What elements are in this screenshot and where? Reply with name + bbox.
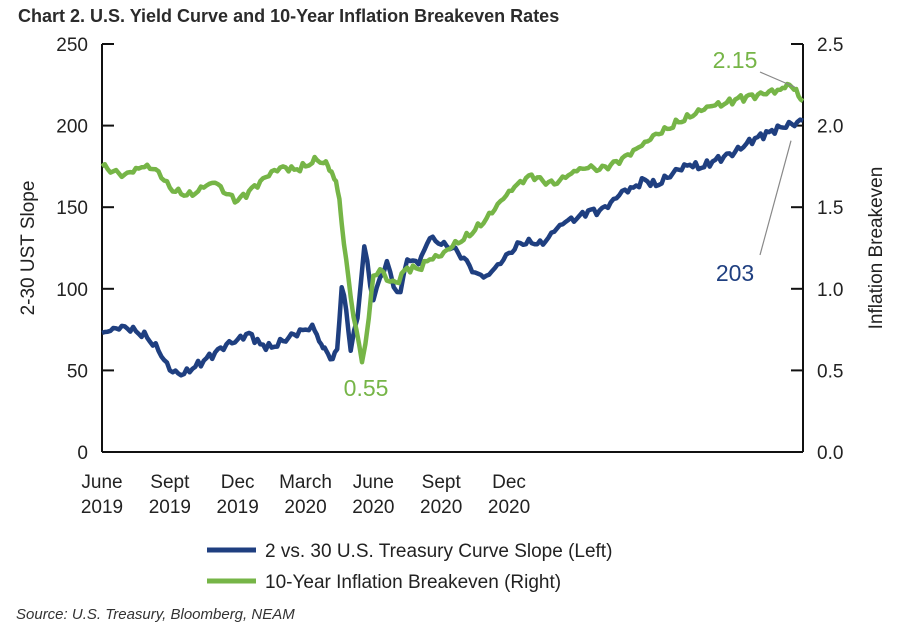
left-tick-label: 0 bbox=[77, 443, 88, 464]
x-tick-label-year: 2020 bbox=[352, 497, 394, 518]
right-tick-label: 2.5 bbox=[817, 35, 843, 56]
x-tick-label-year: 2019 bbox=[81, 497, 123, 518]
annotation-leader-203 bbox=[759, 140, 792, 256]
left-tick-label: 250 bbox=[56, 35, 88, 56]
right-tick-label: 0.0 bbox=[817, 443, 843, 464]
right-tick-label: 0.5 bbox=[817, 361, 843, 382]
right-tick-label: 2.0 bbox=[817, 117, 843, 138]
x-tick-label-month: Sept bbox=[150, 472, 190, 493]
lines-layer bbox=[100, 81, 805, 378]
x-tick-label-year: 2019 bbox=[217, 497, 259, 518]
annotation-2-15: 2.15 bbox=[713, 47, 758, 73]
chart-title: Chart 2. U.S. Yield Curve and 10-Year In… bbox=[18, 6, 560, 26]
x-tick-label-month: Dec bbox=[221, 472, 255, 493]
annotation-0-55: 0.55 bbox=[344, 375, 389, 401]
right-tick-label: 1.0 bbox=[817, 280, 843, 301]
annotation-leader-2-15 bbox=[759, 71, 796, 88]
x-tick-label-year: 2020 bbox=[488, 497, 530, 518]
left-tick-label: 100 bbox=[56, 280, 88, 301]
left-tick-label: 200 bbox=[56, 117, 88, 138]
source-note: Source: U.S. Treasury, Bloomberg, NEAM bbox=[16, 606, 295, 623]
left-tick-label: 150 bbox=[56, 198, 88, 219]
x-tick-label-month: Sept bbox=[422, 472, 462, 493]
x-tick-label-month: June bbox=[353, 472, 394, 493]
x-tick-label-year: 2020 bbox=[284, 497, 326, 518]
legend: 2 vs. 30 U.S. Treasury Curve Slope (Left… bbox=[207, 541, 612, 593]
axes-layer: 0 50 100 150 200 250 0.0 0.5 1.0 1.5 2.0 2.5 2-30 US… bbox=[18, 35, 887, 518]
x-tick-label-month: June bbox=[81, 472, 122, 493]
x-tick-label-year: 2020 bbox=[420, 497, 462, 518]
series-line-inflation-breakeven bbox=[100, 81, 805, 365]
left-axis-title: 2-30 UST Slope bbox=[18, 181, 39, 316]
legend-entry: 10-Year Inflation Breakeven (Right) bbox=[265, 572, 561, 593]
x-tick-label-year: 2019 bbox=[149, 497, 191, 518]
right-tick-label: 1.5 bbox=[817, 198, 843, 219]
annotation-203: 203 bbox=[716, 260, 754, 286]
x-tick-label-month: Dec bbox=[492, 472, 526, 493]
left-tick-label: 50 bbox=[67, 361, 88, 382]
annotation-layer: 2.15 203 0.55 bbox=[344, 47, 796, 401]
right-axis-title: Inflation Breakeven bbox=[866, 167, 887, 330]
x-tick-label-month: March bbox=[279, 472, 332, 493]
legend-entry: 2 vs. 30 U.S. Treasury Curve Slope (Left… bbox=[265, 541, 612, 562]
